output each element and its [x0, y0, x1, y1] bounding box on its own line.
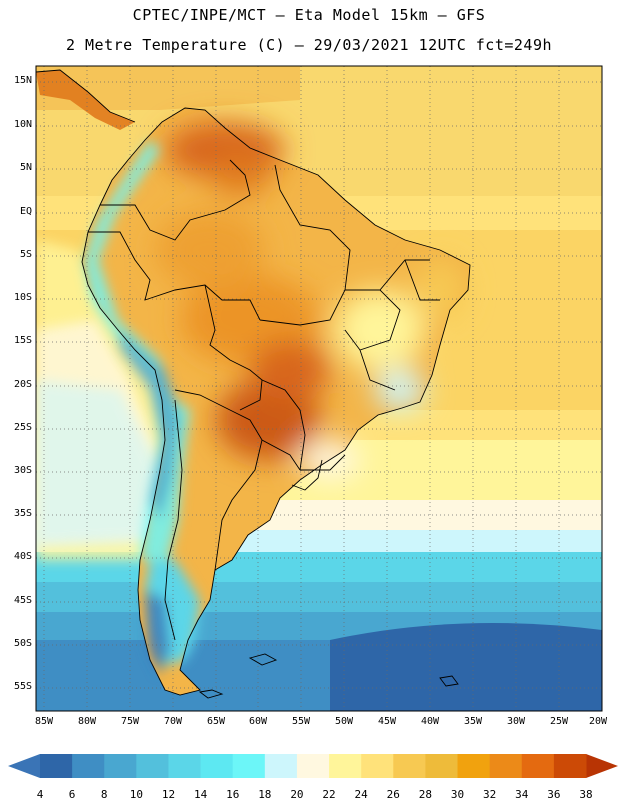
colorbar-cell: [457, 754, 491, 778]
colorbar-tick-label: 24: [354, 788, 368, 801]
lat-label: 20S: [13, 379, 32, 390]
colorbar-cell: [553, 754, 587, 778]
lon-label: 30W: [506, 716, 526, 727]
lat-label: 35S: [13, 508, 32, 519]
colorbar-tick-label: 32: [483, 788, 497, 801]
lat-label: 30S: [13, 465, 32, 476]
lon-label: 50W: [334, 716, 354, 727]
lon-label: 55W: [291, 716, 311, 727]
lat-label: 15S: [13, 335, 32, 346]
lat-label: EQ: [19, 206, 32, 217]
colorbar-cell: [40, 754, 73, 778]
colorbar-low-arrow: [8, 754, 40, 778]
colorbar-cell: [489, 754, 523, 778]
lon-label: 25W: [549, 716, 569, 727]
lat-label: 10S: [13, 292, 32, 303]
colorbar-tick-label: 20: [290, 788, 304, 801]
colorbar-cell: [72, 754, 105, 778]
lon-label: 60W: [248, 716, 268, 727]
lon-label: 80W: [77, 716, 97, 727]
lon-label: 20W: [588, 716, 608, 727]
colorbar-cell: [104, 754, 137, 778]
lat-label: 25S: [13, 422, 32, 433]
colorbar-cell: [136, 754, 169, 778]
colorbar-cell: [296, 754, 330, 778]
colorbar-tick-label: 28: [418, 788, 433, 801]
colorbar-tick-label: 6: [68, 788, 76, 801]
temperature-field: [36, 66, 602, 711]
colorbar-cell: [521, 754, 555, 778]
colorbar-tick-label: 34: [515, 788, 529, 801]
colorbar-cell: [232, 754, 266, 778]
lon-label: 70W: [163, 716, 183, 727]
colorbar-cell: [264, 754, 298, 778]
colorbar-cell: [200, 754, 234, 778]
lat-label: 5N: [19, 162, 32, 173]
lat-label: 45S: [13, 595, 32, 606]
lon-label: 85W: [34, 716, 54, 727]
colorbar-tick-label: 36: [547, 788, 561, 801]
colorbar-tick-label: 38: [579, 788, 593, 801]
lon-label: 40W: [420, 716, 440, 727]
lat-label: 15N: [13, 75, 32, 86]
colorbar-tick-label: 14: [193, 788, 208, 801]
colorbar-tick-label: 18: [258, 788, 272, 801]
lat-label: 40S: [13, 551, 32, 562]
colorbar-tick-label: 8: [100, 788, 108, 801]
colorbar-tick-label: 10: [129, 788, 143, 801]
colorbar-tick-label: 30: [450, 788, 465, 801]
lon-label: 65W: [206, 716, 226, 727]
colorbar-tick-label: 26: [386, 788, 400, 801]
colorbar: [8, 754, 618, 778]
map-title: CPTEC/INPE/MCT – Eta Model 15km – GFS: [132, 6, 486, 24]
colorbar-tick-label: 22: [322, 788, 336, 801]
colorbar-cell: [361, 754, 394, 778]
lat-label: 50S: [13, 638, 32, 649]
country-borders: [36, 69, 471, 696]
colorbar-tick-label: 16: [226, 788, 240, 801]
colorbar-tick-label: 4: [36, 788, 44, 801]
colorbar-cell: [393, 754, 426, 778]
lat-label: 10N: [13, 119, 32, 130]
lon-label: 35W: [463, 716, 483, 727]
colorbar-cell: [329, 754, 362, 778]
colorbar-high-arrow: [586, 754, 618, 778]
lat-label: 5S: [19, 249, 32, 260]
colorbar-cell: [168, 754, 202, 778]
lon-label: 45W: [377, 716, 397, 727]
map-subtitle: 2 Metre Temperature (C) – 29/03/2021 12U…: [65, 36, 553, 54]
lon-label: 75W: [120, 716, 140, 727]
lat-label: 55S: [13, 681, 32, 692]
colorbar-cell: [425, 754, 459, 778]
colorbar-tick-label: 12: [161, 788, 176, 801]
